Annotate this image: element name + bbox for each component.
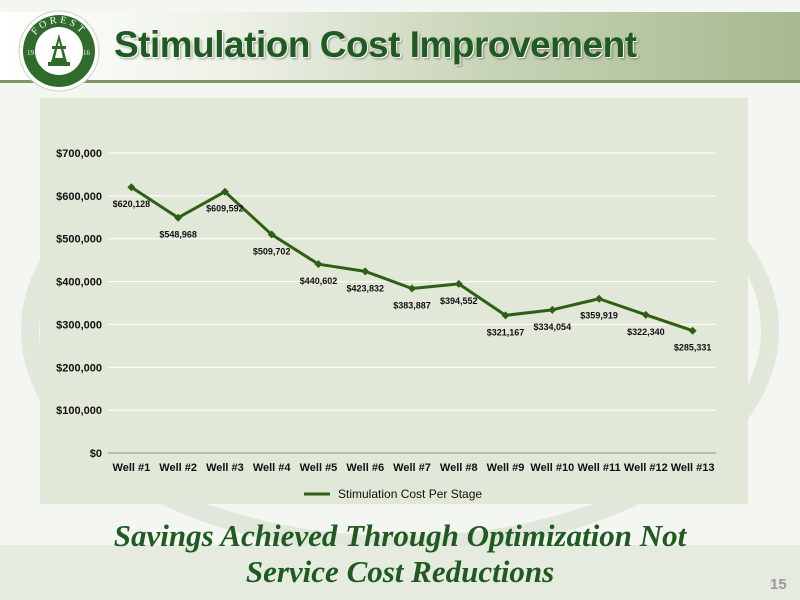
data-label: $509,702 [253, 247, 291, 257]
data-label: $334,054 [534, 322, 572, 332]
data-point [688, 326, 697, 335]
series-markers [127, 183, 697, 335]
data-label: $285,331 [674, 343, 712, 353]
legend-label: Stimulation Cost Per Stage [338, 487, 482, 501]
logo-year-right: 16 [83, 49, 91, 57]
data-labels: $620,128 $548,968 $609,592 $509,702 $440,602… [113, 199, 712, 352]
logo-year-left: 19 [27, 49, 35, 57]
y-axis-ticks: $0 $100,000 $200,000 $300,000 $400,000 $500,0… [56, 148, 102, 460]
data-label: $609,592 [206, 204, 244, 214]
data-label: $322,340 [627, 327, 665, 337]
x-tick-label: Well #3 [206, 462, 244, 474]
header-band [0, 12, 800, 80]
x-tick-label: Well #11 [577, 462, 620, 474]
data-point [408, 284, 416, 293]
line-chart: $0 $100,000 $200,000 $300,000 $400,000 $500,0… [56, 148, 716, 501]
data-point [267, 230, 276, 239]
data-label: $359,919 [580, 311, 618, 321]
x-tick-label: Well #13 [671, 462, 715, 474]
data-point [220, 187, 229, 196]
data-label: $394,552 [440, 296, 478, 306]
forest-oil-logo: FOREST OIL 19 16 [18, 10, 100, 92]
data-point [548, 305, 557, 314]
header-rule [0, 80, 800, 83]
x-tick-label: Well #5 [300, 462, 338, 474]
data-point [595, 294, 604, 303]
data-label: $383,887 [393, 300, 431, 310]
data-point [361, 267, 370, 276]
y-tick-label: $600,000 [56, 191, 102, 203]
footer-line-1: Savings Achieved Through Optimization No… [113, 518, 687, 553]
y-tick-label: $400,000 [56, 277, 102, 289]
page-number: 15 [770, 576, 787, 593]
x-tick-label: Well #12 [624, 462, 668, 474]
chart-panel: $0 $100,000 $200,000 $300,000 $400,000 $500,0… [40, 98, 748, 504]
data-point [641, 310, 650, 319]
x-tick-label: Well #9 [487, 462, 525, 474]
x-tick-label: Well #6 [346, 462, 384, 474]
data-point [127, 183, 136, 192]
x-tick-label: Well #1 [113, 462, 151, 474]
data-label: $440,602 [300, 276, 338, 286]
derrick-icon [48, 34, 70, 66]
x-tick-label: Well #4 [253, 462, 292, 474]
data-point [501, 311, 510, 320]
y-tick-label: $300,000 [56, 319, 102, 331]
x-axis-ticks: Well #1 Well #2 Well #3 Well #4 Well #5 Well … [113, 462, 715, 474]
data-point [314, 260, 323, 269]
y-tick-label: $100,000 [56, 405, 102, 417]
data-label: $321,167 [487, 327, 525, 337]
x-tick-label: Well #2 [159, 462, 197, 474]
data-label: $548,968 [159, 230, 197, 240]
y-tick-label: $700,000 [56, 148, 102, 160]
footer-line-2: Service Cost Reductions [245, 554, 555, 589]
y-tick-label: $0 [90, 448, 102, 460]
y-tick-label: $200,000 [56, 362, 102, 374]
gridlines [108, 152, 716, 411]
slide-title: Stimulation Cost Improvement [114, 24, 637, 65]
legend: Stimulation Cost Per Stage [304, 487, 482, 501]
data-label: $620,128 [113, 199, 151, 209]
x-tick-label: Well #10 [530, 462, 574, 474]
data-label: $423,832 [346, 283, 384, 293]
data-point [454, 279, 463, 288]
footer-caption: Savings Achieved Through Optimization No… [0, 518, 800, 590]
data-point [174, 213, 183, 222]
x-tick-label: Well #7 [393, 462, 431, 474]
x-tick-label: Well #8 [440, 462, 478, 474]
y-tick-label: $500,000 [56, 234, 102, 246]
